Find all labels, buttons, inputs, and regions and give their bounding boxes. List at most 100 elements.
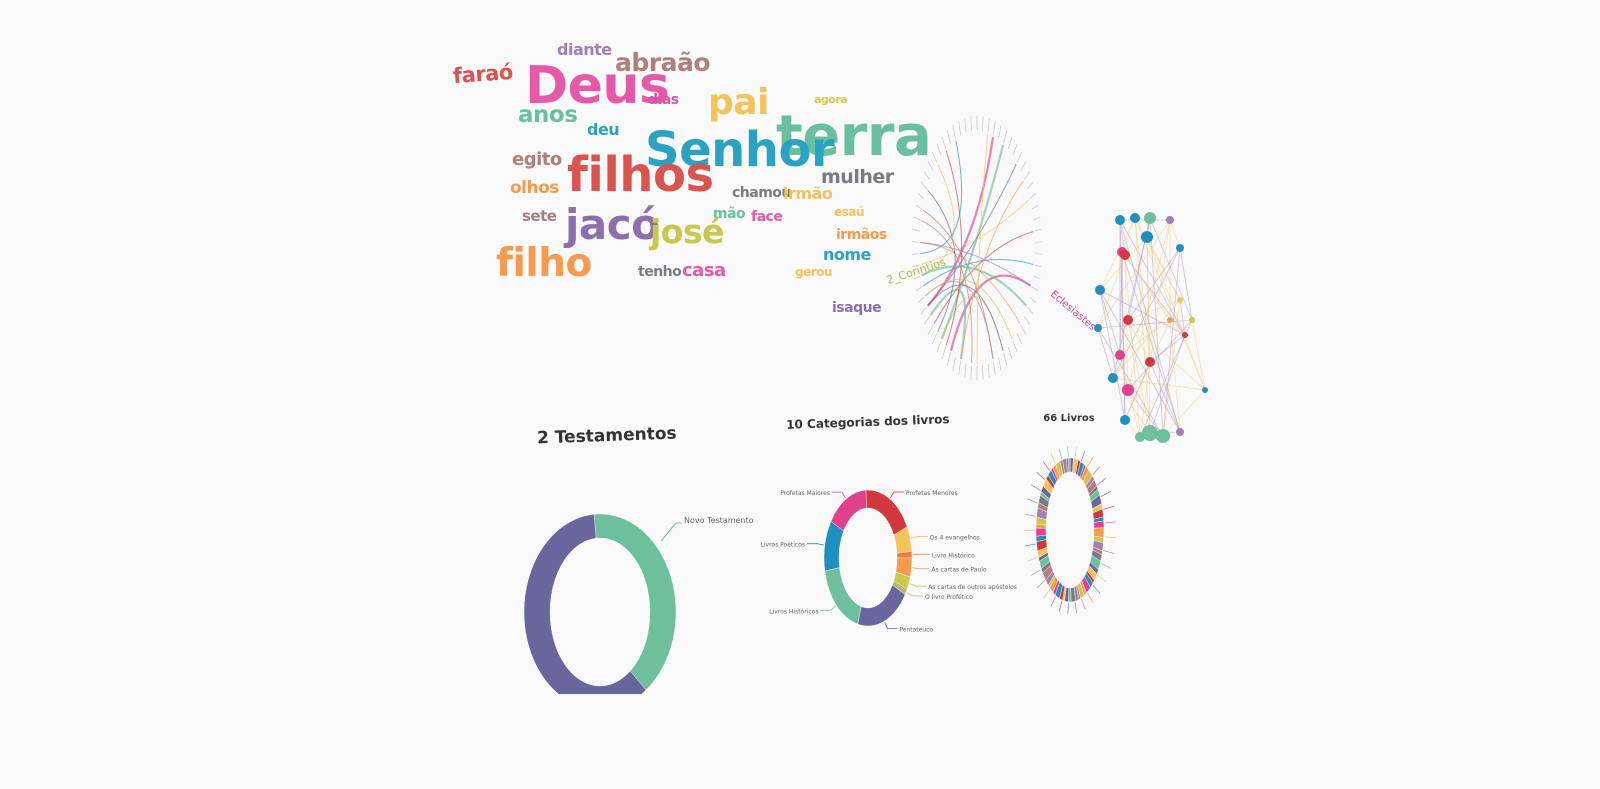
pie-livros-leader-0 <box>1067 446 1069 458</box>
chord-tick-46 <box>915 286 923 292</box>
chord-tick-61 <box>946 130 951 144</box>
network-edge-63 <box>1124 319 1171 421</box>
pie-livros-leader-38 <box>1050 596 1056 607</box>
pie-categorias-label-3: As cartas de Paulo <box>931 567 987 574</box>
pie-categorias-label-9: Profetas Maiores <box>780 490 830 497</box>
pie-testamentos-slice-0 <box>593 513 677 691</box>
network-node-18 <box>1135 432 1145 442</box>
chord-tick-4 <box>998 125 1002 139</box>
chord-tick-64 <box>964 118 967 133</box>
chord-tick-41 <box>931 333 938 344</box>
pie-livros-leader-10 <box>1097 477 1107 486</box>
network-edge-32 <box>1127 247 1181 321</box>
chord-link-0 <box>940 144 1005 340</box>
pie-livros-leader-56 <box>1031 484 1041 491</box>
chord-tick-43 <box>923 316 931 325</box>
pie-livros-leader-32 <box>1074 602 1077 614</box>
chord-tick-6 <box>1008 136 1013 149</box>
network-edge-11 <box>1134 217 1206 391</box>
network-edge-68 <box>1139 319 1193 438</box>
network-edge-61 <box>1127 319 1193 391</box>
pie-categorias-title: 10 Categorias dos livros <box>786 412 950 432</box>
chord-tick-34 <box>970 365 972 380</box>
pie-categorias-leader-4 <box>909 583 927 587</box>
network-edge-39 <box>1124 254 1171 321</box>
chord-tick-28 <box>1003 352 1008 366</box>
network-edge-26 <box>1121 251 1186 336</box>
chord-link-21 <box>927 284 1004 351</box>
chord-link-14 <box>920 140 962 254</box>
network-edge-5 <box>1119 219 1186 336</box>
pie-livros-leader-34 <box>1067 602 1069 614</box>
network-node-2 <box>1144 212 1156 224</box>
pie-livros-slice-17 <box>1093 527 1105 538</box>
network-node-6 <box>1176 244 1184 252</box>
pie-categorias-leader-9 <box>831 491 846 499</box>
chord-tick-23 <box>1023 316 1031 325</box>
pie-livros-leader-4 <box>1081 450 1086 462</box>
chord-tick-24 <box>1020 325 1027 335</box>
chord-tick-52 <box>913 216 921 221</box>
network-edge-16 <box>1149 217 1193 321</box>
chord-tick-12 <box>1029 192 1037 200</box>
network-edge-15 <box>1149 217 1164 437</box>
chord-tick-13 <box>1031 204 1039 210</box>
chord-link-11 <box>927 189 956 332</box>
pie-categorias-leader-8 <box>807 543 824 546</box>
network-edge-55 <box>1149 361 1181 433</box>
chord-link-19 <box>922 209 994 360</box>
network-edge-49 <box>1097 327 1164 437</box>
pie-categorias-label-7: Livros Históricos <box>769 609 818 616</box>
chord-tick-7 <box>1012 144 1018 156</box>
network-node-14 <box>1122 384 1134 396</box>
network-node-20 <box>1177 297 1183 303</box>
chord-tick-37 <box>952 357 956 371</box>
network-node-23 <box>1182 332 1188 338</box>
chord-tick-38 <box>946 352 951 366</box>
pie-livros-leader-18 <box>1104 536 1116 539</box>
network-edge-70 <box>1179 299 1186 336</box>
network-edge-41 <box>1099 289 1126 421</box>
chord-tick-26 <box>1012 340 1018 352</box>
network-node-16 <box>1142 425 1158 441</box>
pie-testamentos-title: 2 Testamentos <box>537 424 677 449</box>
pie-categorias-label-5: O livro Profético <box>925 594 973 601</box>
network-node-8 <box>1095 285 1105 295</box>
pie-categorias-label-8: Livros Poéticos <box>761 542 805 549</box>
network-edge-28 <box>1146 236 1151 363</box>
network-edge-60 <box>1127 389 1164 437</box>
pie-livros-leader-28 <box>1087 593 1094 603</box>
network-node-22 <box>1167 317 1173 323</box>
network-node-3 <box>1166 216 1174 224</box>
network-edge-4 <box>1119 219 1181 433</box>
pie-livros-leader-60 <box>1043 461 1050 471</box>
chord-link-12 <box>921 164 955 276</box>
chord-link-18 <box>920 242 1031 287</box>
chord-tick-47 <box>913 275 921 280</box>
chord-tick-11 <box>1027 181 1034 190</box>
chord-tick-9 <box>1020 161 1027 171</box>
chord-tick-27 <box>1008 347 1013 360</box>
pie-livros-leader-64 <box>1058 448 1062 460</box>
pie-livros-leader-16 <box>1104 521 1116 524</box>
network-edge-50 <box>1097 319 1193 329</box>
chord-tick-3 <box>993 121 996 135</box>
network-edge-43 <box>1099 289 1186 336</box>
chord-link-10 <box>929 288 967 360</box>
chord-link-9 <box>921 220 973 364</box>
network-edge-47 <box>1127 319 1206 391</box>
chord-link-16 <box>960 180 1024 360</box>
chord-tick-49 <box>912 253 920 255</box>
chord-tick-29 <box>998 357 1002 371</box>
pie-livros-leader-58 <box>1036 471 1045 480</box>
pie-livros-leader-8 <box>1092 466 1101 475</box>
pie-livros-leader-54 <box>1027 498 1038 504</box>
chord-tick-20 <box>1031 286 1039 292</box>
pie-categorias-slice-9 <box>830 489 867 532</box>
chord-tick-44 <box>920 306 927 315</box>
pie-livros-leader-44 <box>1031 569 1041 576</box>
pie-categorias-label-0: Profetas Menores <box>906 490 958 497</box>
network-edge-57 <box>1112 377 1151 434</box>
pie-categorias-slice-7 <box>824 567 862 625</box>
